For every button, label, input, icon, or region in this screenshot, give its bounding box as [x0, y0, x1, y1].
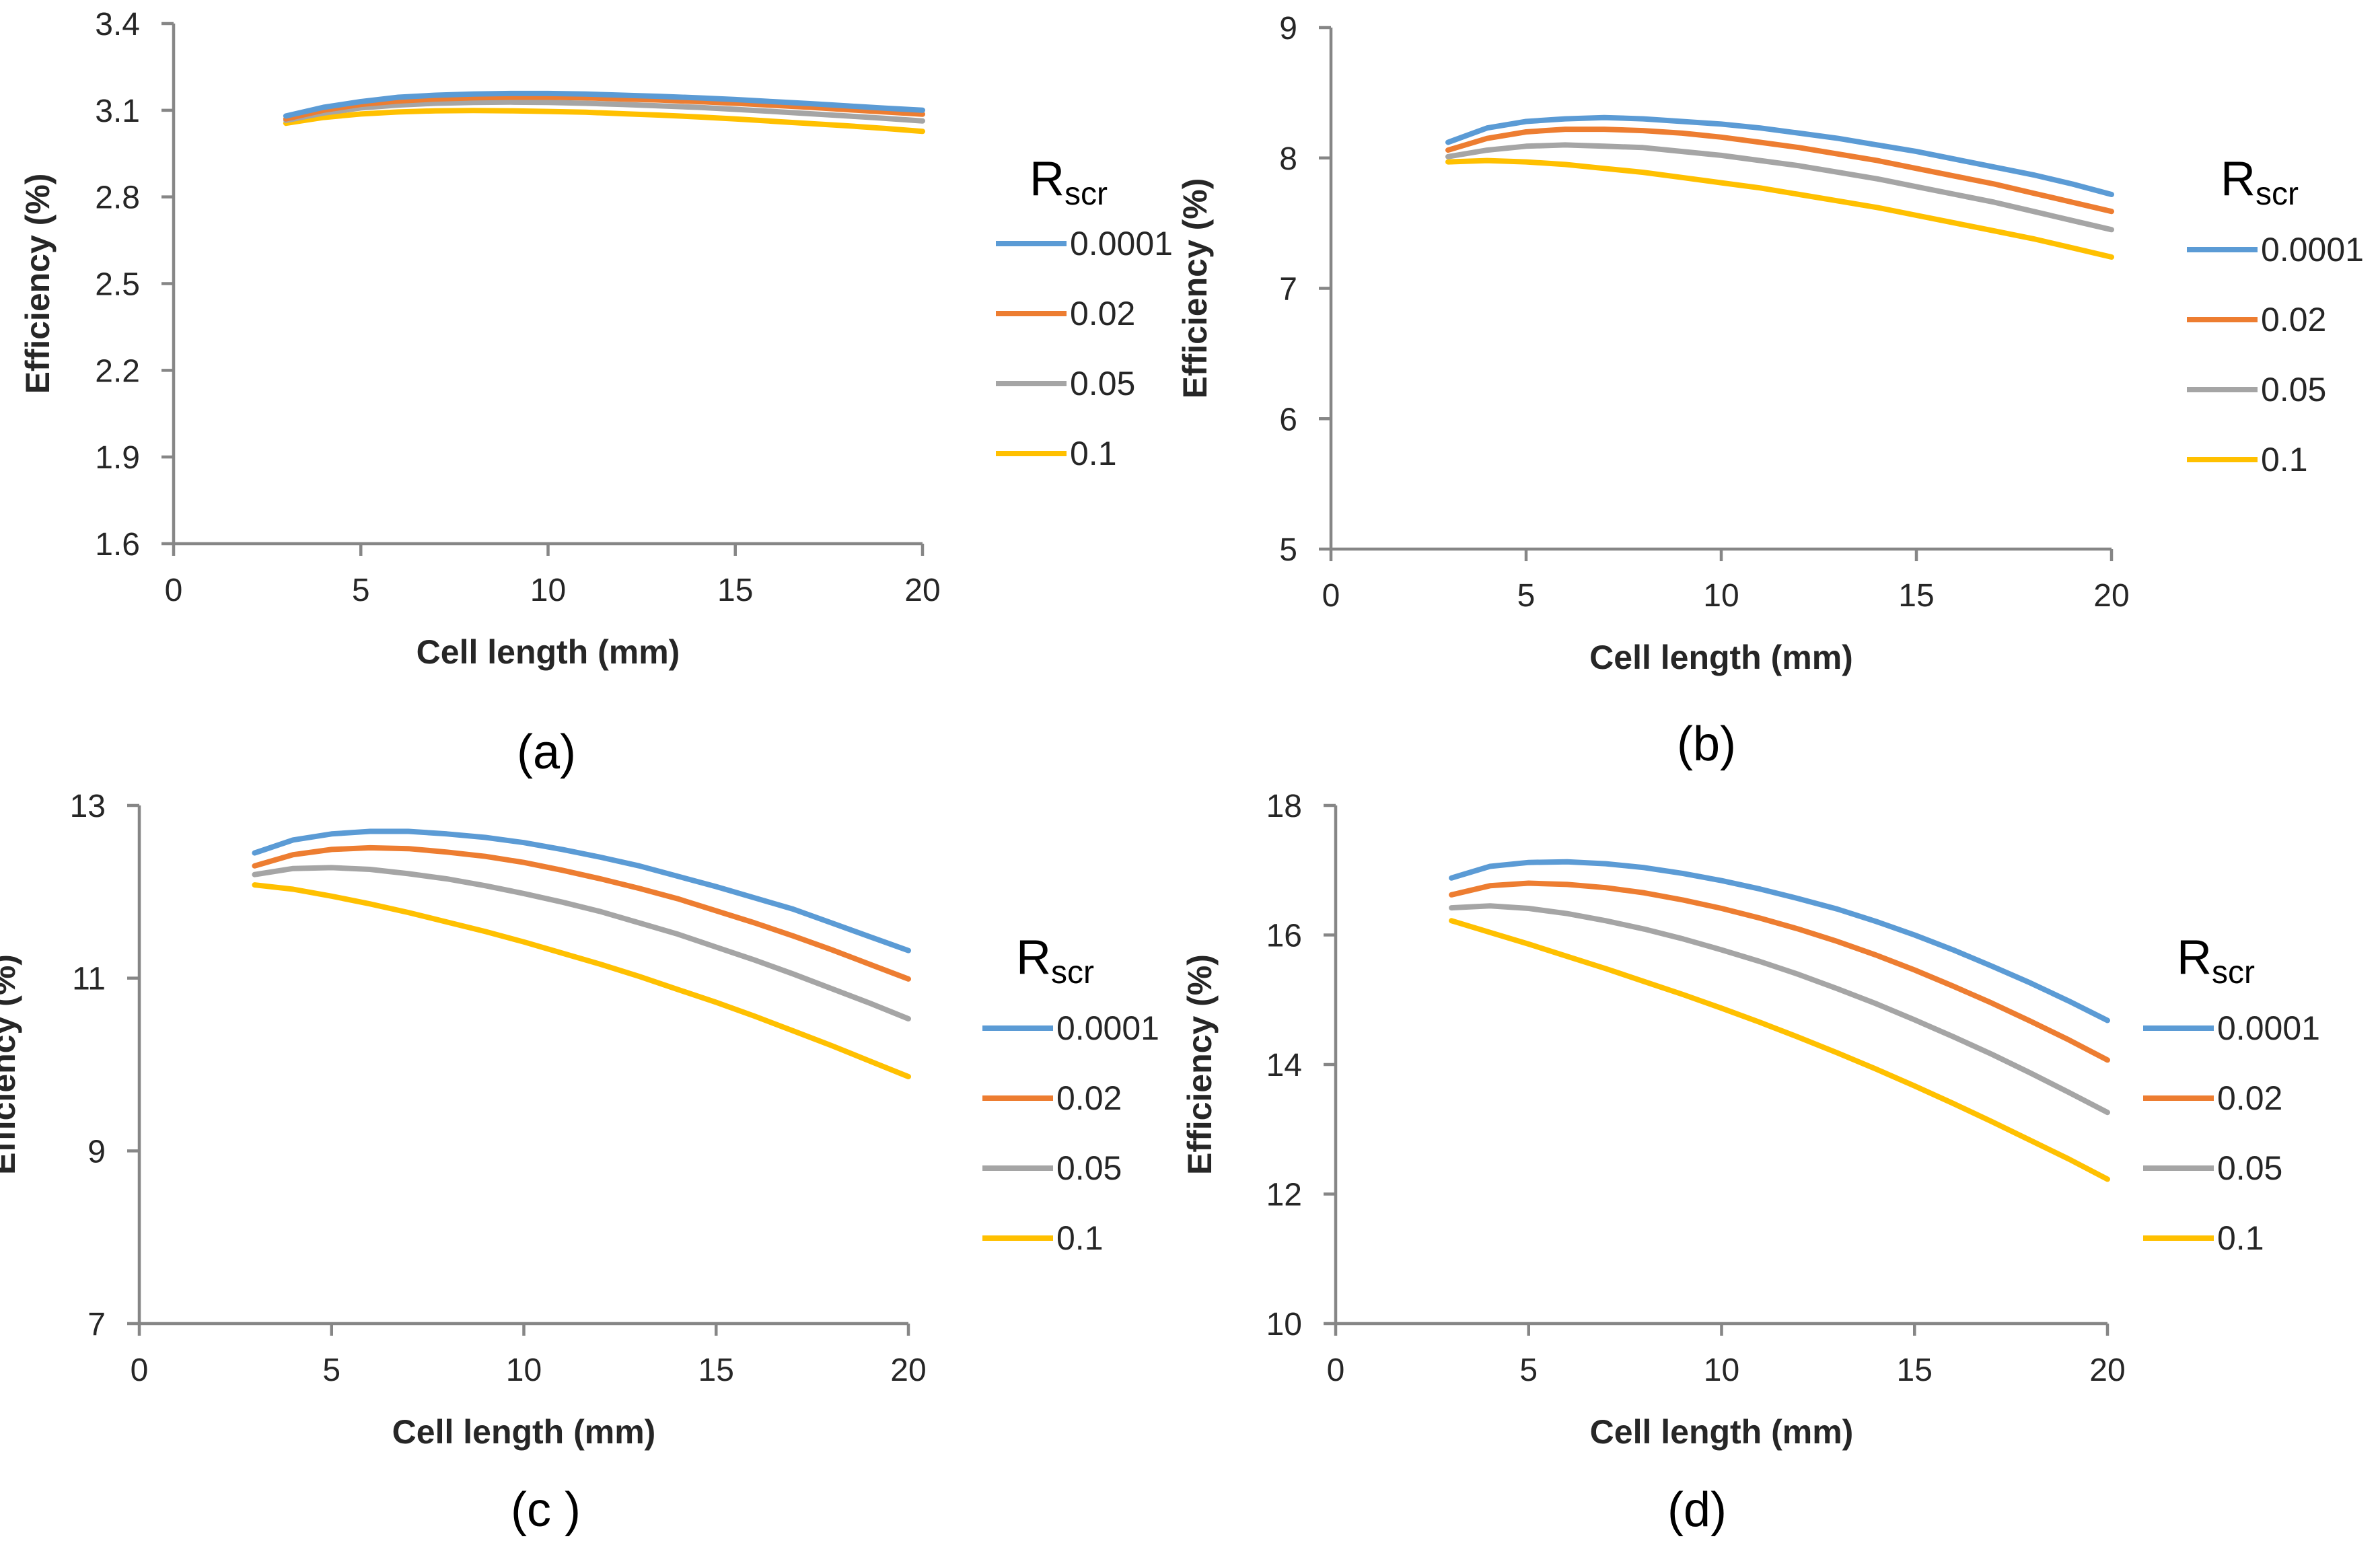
chart-0-series-line-0.05 — [283, 99, 925, 124]
chart-0-y-tick-label: 2.5 — [95, 267, 140, 303]
chart-3-x-tick-label: 5 — [1519, 1353, 1538, 1388]
chart-2-x-axis-title: Cell length (mm) — [392, 1413, 656, 1451]
chart-2-y-tick-label: 13 — [70, 789, 106, 824]
chart-3-legend-label: 0.1 — [2217, 1219, 2264, 1257]
chart-1-x-tick-label: 10 — [1703, 578, 1739, 614]
chart-1-legend-label: 0.0001 — [2261, 231, 2364, 268]
chart-3-y-axis-title: Efficiency (%) — [1181, 954, 1219, 1175]
chart-2-y-tick-label: 9 — [87, 1134, 106, 1169]
chart-2-legend-label: 0.1 — [1056, 1219, 1104, 1257]
chart-2-series-line-0.02 — [252, 844, 911, 982]
chart-2-series-line-0.1 — [252, 882, 911, 1079]
chart-0-y-tick-label: 1.9 — [95, 440, 140, 476]
chart-a: 1.6 1.9 2.2 2.5 2.8 3.1 3.4 0 5 10 15 20 Cell length… — [19, 7, 1173, 779]
chart-2-legend-label: 0.05 — [1056, 1149, 1122, 1187]
chart-1-y-tick-label: 6 — [1279, 402, 1297, 437]
chart-3-panel-label: (d) — [1667, 1483, 1727, 1537]
chart-1-legend-label: 0.05 — [2261, 371, 2326, 408]
chart-0-legend-label: 0.1 — [1070, 435, 1117, 472]
chart-c: 7 9 11 13 0 5 10 15 20 Cell length (mm) Efficiency… — [0, 789, 1159, 1537]
chart-2-legend-title: Rscr — [1016, 931, 1094, 990]
chart-1-series-line-0.05 — [1445, 142, 2114, 233]
chart-3-series-line-0.0001 — [1449, 859, 2110, 1023]
chart-1-legend-label: 0.1 — [2261, 441, 2308, 478]
chart-2-x-tick-label: 5 — [322, 1353, 340, 1388]
chart-3-y-tick-label: 14 — [1266, 1048, 1302, 1083]
chart-0-x-axis-title: Cell length (mm) — [417, 633, 680, 671]
chart-3-series-line-0.05 — [1449, 903, 2110, 1116]
chart-0-y-tick-label: 2.2 — [95, 353, 140, 389]
chart-3-legend-label: 0.0001 — [2217, 1009, 2320, 1047]
chart-0-series-line-0.0001 — [283, 90, 925, 119]
chart-1-y-tick-label: 8 — [1279, 141, 1297, 177]
chart-0-x-tick-label: 15 — [717, 573, 753, 608]
chart-d: 10 12 14 16 18 0 5 10 15 20 Cell length (mm) Effici… — [1181, 789, 2320, 1537]
chart-1-x-tick-label: 0 — [1322, 578, 1340, 614]
chart-1-y-tick-label: 7 — [1279, 272, 1297, 308]
chart-2-legend-label: 0.02 — [1056, 1079, 1122, 1117]
chart-3-y-tick-label: 12 — [1266, 1178, 1302, 1213]
chart-2-x-tick-label: 20 — [890, 1353, 926, 1388]
chart-2-series-line-0.05 — [252, 865, 911, 1021]
chart-3-x-tick-label: 10 — [1704, 1353, 1739, 1388]
chart-3-x-tick-label: 20 — [2089, 1353, 2125, 1388]
chart-2-x-tick-label: 0 — [131, 1353, 149, 1388]
chart-0-x-tick-label: 5 — [352, 573, 370, 608]
chart-0-legend-title-subscript: scr — [1065, 176, 1108, 212]
chart-1-x-tick-label: 20 — [2093, 578, 2129, 614]
chart-1-y-tick-label: 5 — [1279, 532, 1297, 568]
chart-0-legend-title: Rscr — [1030, 152, 1108, 212]
chart-0-x-tick-label: 20 — [904, 573, 940, 608]
chart-1-x-tick-label: 15 — [1898, 578, 1934, 614]
chart-1-legend-title: Rscr — [2221, 152, 2299, 212]
chart-3-series-line-0.02 — [1449, 880, 2110, 1063]
chart-3-legend-label: 0.05 — [2217, 1149, 2282, 1187]
chart-0-legend-label: 0.0001 — [1070, 225, 1173, 262]
chart-1-series-line-0.02 — [1445, 127, 2114, 215]
chart-0-panel-label: (a) — [517, 725, 576, 779]
chart-2-series-line-0.0001 — [252, 828, 911, 953]
chart-3-series-line-0.1 — [1449, 918, 2110, 1182]
chart-3-legend-title-subscript: scr — [2212, 955, 2255, 990]
chart-0-y-tick-label: 2.8 — [95, 180, 140, 216]
chart-2-y-axis-title: Efficiency (%) — [0, 954, 22, 1175]
chart-0-x-tick-label: 0 — [165, 573, 183, 608]
chart-2-x-tick-label: 10 — [506, 1353, 542, 1388]
chart-0-y-tick-label: 1.6 — [95, 527, 140, 563]
chart-0-legend-label: 0.05 — [1070, 365, 1135, 402]
chart-1-x-axis-title: Cell length (mm) — [1589, 639, 1853, 676]
chart-3-x-axis-title: Cell length (mm) — [1590, 1413, 1854, 1451]
chart-1-panel-label: (b) — [1677, 717, 1736, 771]
chart-2-y-tick-label: 7 — [87, 1307, 106, 1342]
chart-3-legend-title: Rscr — [2177, 931, 2255, 990]
chart-2-legend-label: 0.0001 — [1056, 1009, 1159, 1047]
chart-2-x-tick-label: 15 — [698, 1353, 734, 1388]
chart-3-y-tick-label: 10 — [1266, 1307, 1302, 1342]
chart-1-y-tick-label: 9 — [1279, 11, 1297, 46]
chart-2-legend-title-subscript: scr — [1051, 955, 1094, 990]
chart-0-y-tick-label: 3.1 — [95, 94, 140, 129]
chart-0-legend-label: 0.02 — [1070, 295, 1135, 332]
chart-3-legend-label: 0.02 — [2217, 1079, 2282, 1117]
chart-0-x-tick-label: 10 — [530, 573, 566, 608]
chart-1-legend-label: 0.02 — [2261, 301, 2326, 338]
chart-0-series-line-0.1 — [283, 108, 925, 135]
chart-2-panel-label: (c ) — [511, 1483, 581, 1537]
chart-0-y-tick-label: 3.4 — [95, 7, 140, 42]
chart-0-y-axis-title: Efficiency (%) — [19, 174, 57, 394]
chart-1-legend-title-subscript: scr — [2256, 176, 2299, 212]
chart-3-y-tick-label: 18 — [1266, 789, 1302, 824]
chart-2-y-tick-label: 11 — [72, 962, 106, 997]
chart-1-x-tick-label: 5 — [1517, 578, 1536, 614]
chart-3-x-tick-label: 15 — [1897, 1353, 1933, 1388]
chart-3-y-tick-label: 16 — [1266, 918, 1302, 954]
chart-3-x-tick-label: 0 — [1327, 1353, 1345, 1388]
chart-1-series-line-0.1 — [1445, 157, 2114, 260]
chart-0-series-line-0.02 — [283, 94, 925, 122]
chart-1-y-axis-title: Efficiency (%) — [1176, 178, 1214, 399]
chart-1-series-line-0.0001 — [1445, 114, 2114, 197]
